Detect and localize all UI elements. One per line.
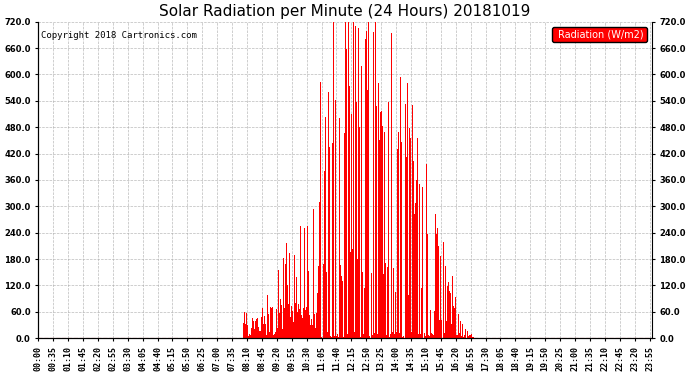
Text: Copyright 2018 Cartronics.com: Copyright 2018 Cartronics.com [41, 31, 197, 40]
Legend: Radiation (W/m2): Radiation (W/m2) [553, 27, 647, 42]
Title: Solar Radiation per Minute (24 Hours) 20181019: Solar Radiation per Minute (24 Hours) 20… [159, 4, 531, 19]
